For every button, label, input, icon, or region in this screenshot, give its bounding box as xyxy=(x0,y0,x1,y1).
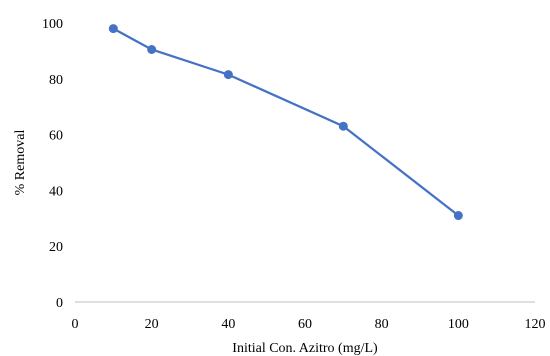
y-tick-labels: 0 20 40 60 80 100 xyxy=(42,17,63,311)
x-axis-title: Initial Con. Azitro (mg/L) xyxy=(232,341,378,356)
data-point xyxy=(108,24,118,34)
data-point xyxy=(338,121,348,131)
x-tick-label: 80 xyxy=(375,317,389,332)
y-tick-label: 80 xyxy=(49,73,63,88)
series-layer xyxy=(108,24,463,221)
y-tick-label: 40 xyxy=(49,184,63,199)
x-tick-labels: 0 20 40 60 80 100 120 xyxy=(72,317,546,332)
data-point xyxy=(223,70,233,80)
x-tick-label: 20 xyxy=(145,317,159,332)
y-tick-label: 0 xyxy=(56,296,63,311)
data-point xyxy=(147,45,157,55)
y-axis-title: % Removal xyxy=(13,130,28,196)
x-tick-label: 60 xyxy=(298,317,312,332)
x-tick-label: 40 xyxy=(221,317,235,332)
series-line xyxy=(112,27,460,217)
x-tick-label: 100 xyxy=(448,317,469,332)
data-point xyxy=(453,211,463,221)
x-tick-label: 120 xyxy=(525,317,546,332)
x-tick-label: 0 xyxy=(72,317,79,332)
y-tick-label: 20 xyxy=(49,240,63,255)
y-tick-label: 60 xyxy=(49,129,63,144)
y-tick-label: 100 xyxy=(42,17,63,32)
